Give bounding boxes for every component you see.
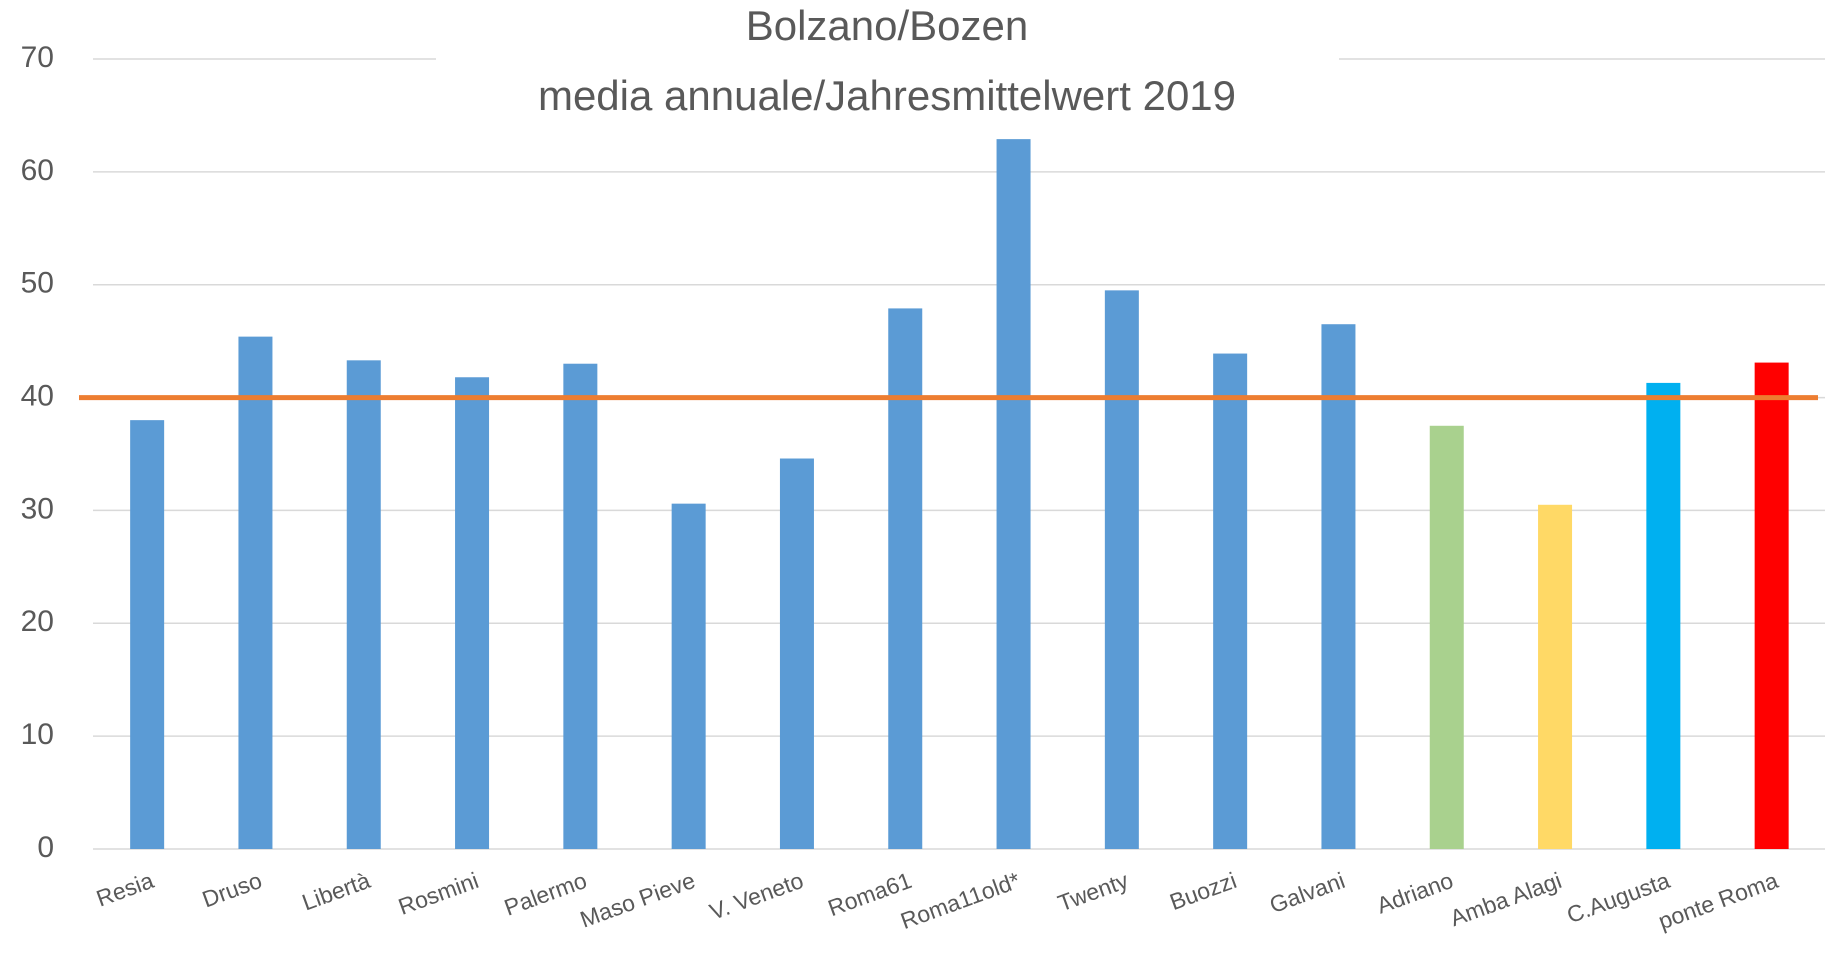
- x-tick-label: Galvani: [1266, 867, 1348, 918]
- y-tick-label: 10: [21, 718, 54, 751]
- x-tick-label: Druso: [199, 867, 266, 912]
- x-tick-label: Palermo: [501, 867, 590, 921]
- x-tick-label: Maso Pieve: [577, 867, 699, 933]
- bar: [1104, 290, 1139, 849]
- bar: [1538, 504, 1573, 849]
- x-tick-label: Twenty: [1054, 867, 1132, 917]
- bar: [346, 360, 381, 849]
- x-tick-label: V. Veneto: [706, 867, 807, 925]
- y-tick-label: 30: [21, 492, 54, 525]
- chart-title: Bolzano/Bozen: [746, 2, 1029, 49]
- y-tick-label: 60: [21, 154, 54, 187]
- x-tick-label: Amba Alagi: [1447, 867, 1565, 931]
- x-tick-label: Resia: [93, 867, 157, 912]
- x-tick-label: C.Augusta: [1563, 867, 1673, 928]
- y-tick-label: 40: [21, 379, 54, 412]
- bar: [888, 308, 923, 849]
- x-tick-label: Adriano: [1373, 867, 1456, 919]
- bar: [1321, 324, 1356, 849]
- y-tick-label: 0: [37, 831, 54, 864]
- bar: [1754, 362, 1789, 849]
- y-tick-label: 20: [21, 605, 54, 638]
- bar: [1646, 382, 1681, 849]
- bar: [1429, 425, 1464, 849]
- bar: [1213, 353, 1248, 849]
- x-tick-label: Roma11old*: [897, 867, 1023, 934]
- bar: [779, 458, 814, 849]
- bar: [671, 503, 706, 849]
- bar: [455, 377, 490, 849]
- chart-subtitle: media annuale/Jahresmittelwert 2019: [538, 72, 1236, 119]
- x-tick-label: Libertà: [299, 867, 374, 916]
- x-tick-label: ponte Roma: [1655, 867, 1782, 934]
- y-tick-label: 70: [21, 41, 54, 74]
- y-tick-label: 50: [21, 267, 54, 300]
- bar: [130, 420, 165, 849]
- title-background: [436, 5, 1339, 133]
- bar: [238, 336, 273, 850]
- x-tick-label: Buozzi: [1166, 867, 1240, 915]
- bar: [996, 139, 1031, 850]
- bar: [563, 363, 598, 849]
- x-tick-label: Rosmini: [395, 867, 482, 920]
